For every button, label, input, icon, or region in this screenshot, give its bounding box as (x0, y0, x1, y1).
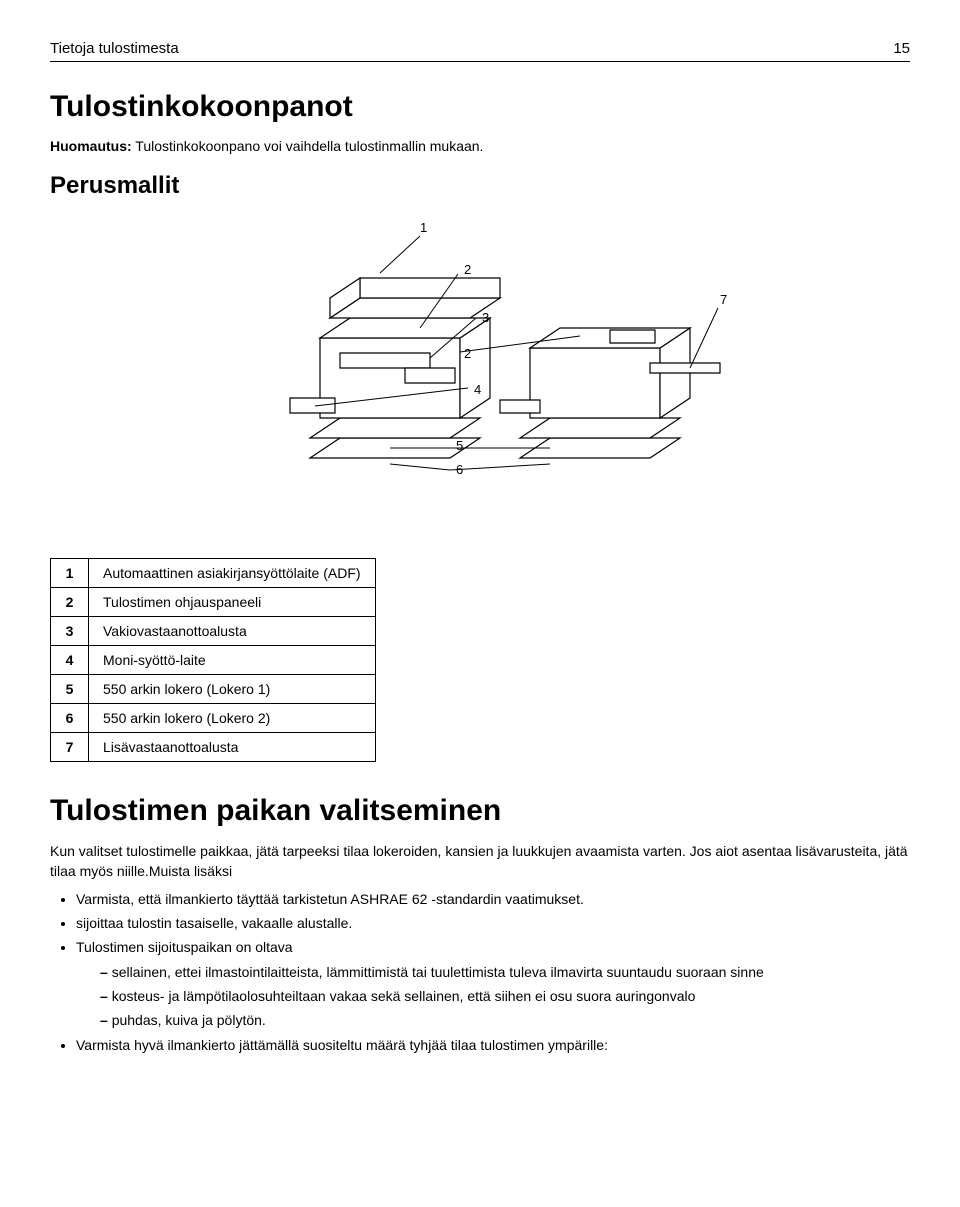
table-row: 1Automaattinen asiakirjansyöttölaite (AD… (51, 559, 376, 588)
list-item: Varmista, että ilmankierto täyttää tarki… (76, 889, 910, 911)
printer-diagram-svg: 1 2 3 2 4 5 6 7 (220, 218, 740, 538)
callout-6: 6 (456, 462, 463, 477)
part-num: 6 (51, 704, 89, 733)
page-header: Tietoja tulostimesta 15 (50, 40, 910, 62)
list-item: sijoittaa tulostin tasaiselle, vakaalle … (76, 913, 910, 935)
callout-2b: 2 (464, 346, 471, 361)
list-item: Tulostimen sijoituspaikan on oltava sell… (76, 937, 910, 1032)
bullet-list: Varmista, että ilmankierto täyttää tarki… (50, 889, 910, 1057)
part-label: Tulostimen ohjauspaneeli (89, 588, 376, 617)
part-label: 550 arkin lokero (Lokero 1) (89, 675, 376, 704)
callout-3: 3 (482, 310, 489, 325)
part-num: 1 (51, 559, 89, 588)
table-row: 2Tulostimen ohjauspaneeli (51, 588, 376, 617)
part-label: Lisävastaanottoalusta (89, 733, 376, 762)
sub-heading: Perusmallit (50, 172, 910, 200)
part-num: 5 (51, 675, 89, 704)
header-title: Tietoja tulostimesta (50, 40, 179, 57)
callout-1: 1 (420, 220, 427, 235)
callout-5: 5 (456, 438, 463, 453)
parts-table: 1Automaattinen asiakirjansyöttölaite (AD… (50, 558, 376, 762)
list-item-text: Tulostimen sijoituspaikan on oltava (76, 939, 293, 955)
note-bold: Huomautus: (50, 138, 132, 154)
printer-diagram: 1 2 3 2 4 5 6 7 (50, 218, 910, 538)
callout-2a: 2 (464, 262, 471, 277)
table-row: 6550 arkin lokero (Lokero 2) (51, 704, 376, 733)
part-num: 3 (51, 617, 89, 646)
part-label: 550 arkin lokero (Lokero 2) (89, 704, 376, 733)
table-row: 7Lisävastaanottoalusta (51, 733, 376, 762)
part-num: 7 (51, 733, 89, 762)
part-label: Moni-syöttö-laite (89, 646, 376, 675)
note-text: Tulostinkokoonpano voi vaihdella tulosti… (132, 138, 484, 154)
note-line: Huomautus: Tulostinkokoonpano voi vaihde… (50, 138, 910, 154)
table-row: 4Moni-syöttö-laite (51, 646, 376, 675)
table-row: 5550 arkin lokero (Lokero 1) (51, 675, 376, 704)
part-num: 2 (51, 588, 89, 617)
second-heading: Tulostimen paikan valitseminen (50, 794, 910, 828)
main-heading: Tulostinkokoonpanot (50, 90, 910, 124)
sub-list-item: puhdas, kuiva ja pölytön. (100, 1010, 910, 1032)
callout-7: 7 (720, 292, 727, 307)
table-row: 3Vakiovastaanottoalusta (51, 617, 376, 646)
part-label: Vakiovastaanottoalusta (89, 617, 376, 646)
part-num: 4 (51, 646, 89, 675)
body-paragraph: Kun valitset tulostimelle paikkaa, jätä … (50, 842, 910, 881)
sub-list: sellainen, ettei ilmastointilaitteista, … (76, 962, 910, 1031)
header-page: 15 (893, 40, 910, 57)
sub-list-item: kosteus- ja lämpötilaolosuhteiltaan vaka… (100, 986, 910, 1008)
callout-4: 4 (474, 382, 481, 397)
part-label: Automaattinen asiakirjansyöttölaite (ADF… (89, 559, 376, 588)
list-item: Varmista hyvä ilmankierto jättämällä suo… (76, 1035, 910, 1057)
sub-list-item: sellainen, ettei ilmastointilaitteista, … (100, 962, 910, 984)
